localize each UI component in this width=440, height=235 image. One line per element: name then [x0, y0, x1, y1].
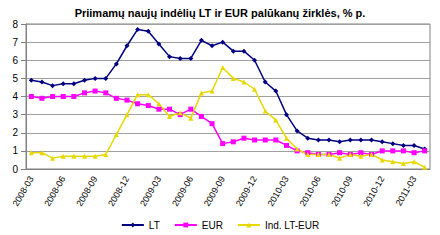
svg-text:3: 3: [12, 109, 18, 120]
svg-text:0: 0: [12, 164, 18, 175]
svg-text:EUR: EUR: [202, 220, 223, 231]
svg-text:4: 4: [12, 91, 18, 102]
svg-text:2009-03: 2009-03: [138, 174, 163, 208]
svg-text:8: 8: [12, 19, 18, 30]
svg-text:2: 2: [12, 127, 18, 138]
svg-text:Priimamų naujų indėlių LT ir E: Priimamų naujų indėlių LT ir EUR palūkan…: [75, 7, 366, 19]
svg-text:2010-06: 2010-06: [298, 174, 323, 208]
svg-text:5: 5: [12, 73, 18, 84]
svg-text:2010-03: 2010-03: [266, 174, 291, 208]
svg-text:7: 7: [12, 37, 18, 48]
svg-text:1: 1: [12, 145, 18, 156]
svg-text:2008-03: 2008-03: [10, 174, 35, 208]
svg-text:2009-09: 2009-09: [202, 174, 227, 208]
svg-text:2009-12: 2009-12: [234, 174, 259, 208]
svg-text:6: 6: [12, 55, 18, 66]
svg-text:2008-06: 2008-06: [42, 174, 67, 208]
svg-text:2008-12: 2008-12: [106, 174, 131, 208]
svg-text:Ind. LT-EUR: Ind. LT-EUR: [265, 220, 319, 231]
svg-text:2009-06: 2009-06: [170, 174, 195, 208]
svg-text:2008-09: 2008-09: [74, 174, 99, 208]
svg-text:2010-09: 2010-09: [329, 174, 354, 208]
svg-text:LT: LT: [149, 220, 160, 231]
svg-text:2011-03: 2011-03: [394, 174, 419, 207]
svg-text:2010-12: 2010-12: [361, 174, 386, 208]
